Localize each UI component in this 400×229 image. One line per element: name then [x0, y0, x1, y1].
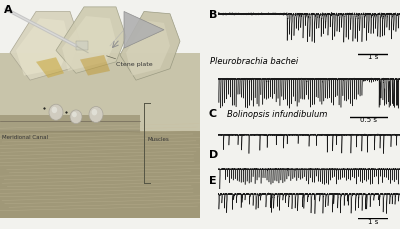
Bar	[0, 53, 200, 131]
Text: Muscles: Muscles	[148, 137, 170, 142]
Bar	[0, 114, 140, 133]
Polygon shape	[124, 11, 164, 48]
Polygon shape	[36, 57, 64, 78]
Circle shape	[72, 112, 77, 117]
Text: Bolinopsis infundibulum: Bolinopsis infundibulum	[227, 110, 328, 119]
Bar	[76, 41, 88, 50]
Text: D: D	[209, 150, 218, 160]
Text: 1 s: 1 s	[368, 54, 378, 60]
Text: 0.5 s: 0.5 s	[360, 117, 378, 123]
Polygon shape	[56, 7, 126, 73]
Text: 1 s: 1 s	[368, 219, 378, 225]
Polygon shape	[80, 55, 110, 76]
Text: E: E	[209, 176, 216, 186]
Circle shape	[89, 106, 103, 123]
Text: Ctene plate: Ctene plate	[107, 56, 153, 67]
Circle shape	[49, 104, 63, 120]
Text: Meridional Canal: Meridional Canal	[2, 135, 48, 140]
Polygon shape	[126, 21, 170, 76]
Text: Pleurobrachia bachei: Pleurobrachia bachei	[210, 57, 298, 66]
Text: A: A	[4, 5, 13, 15]
Circle shape	[70, 110, 82, 124]
Polygon shape	[10, 11, 80, 80]
Circle shape	[52, 107, 57, 113]
Polygon shape	[120, 11, 180, 80]
Polygon shape	[62, 16, 116, 71]
Text: B: B	[209, 10, 217, 20]
Bar	[0, 53, 200, 218]
Bar	[0, 131, 200, 218]
Circle shape	[92, 109, 97, 115]
Polygon shape	[16, 18, 70, 76]
Text: C: C	[209, 109, 217, 119]
